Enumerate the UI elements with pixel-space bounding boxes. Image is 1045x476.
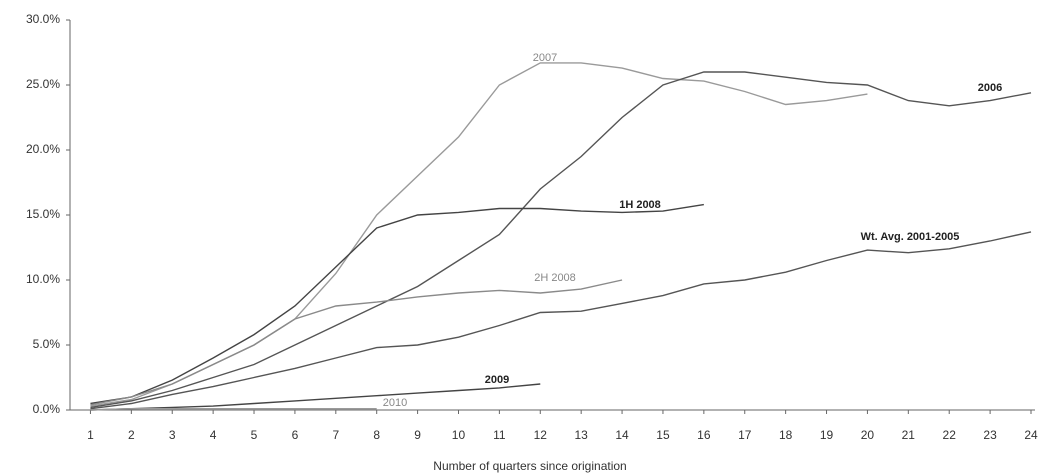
- y-tick-label: 0.0%: [33, 402, 61, 416]
- series-line: [90, 383, 541, 411]
- series-label: 2006: [978, 82, 1002, 94]
- x-axis-title: Number of quarters since origination: [433, 459, 626, 473]
- series-label: 2007: [533, 52, 557, 64]
- x-tick-label: 20: [861, 428, 875, 442]
- y-tick-label: 25.0%: [26, 77, 60, 91]
- series-line: [90, 62, 868, 407]
- y-tick-label: 10.0%: [26, 272, 60, 286]
- series-label: 2010: [383, 397, 407, 409]
- series-line: [90, 279, 623, 406]
- series-line: [90, 231, 1032, 410]
- series-line: [90, 408, 377, 411]
- x-tick-label: 7: [332, 428, 339, 442]
- y-tick-label: 30.0%: [26, 12, 60, 26]
- series-label: Wt. Avg. 2001-2005: [861, 231, 960, 243]
- series-label: 2H 2008: [534, 272, 576, 284]
- x-tick-label: 11: [493, 428, 506, 442]
- x-tick-label: 1: [87, 428, 94, 442]
- x-tick-label: 21: [902, 428, 916, 442]
- series-line: [90, 71, 1032, 409]
- x-tick-label: 14: [615, 428, 629, 442]
- x-tick-label: 15: [656, 428, 670, 442]
- y-tick-label: 5.0%: [33, 337, 61, 351]
- x-tick-label: 24: [1024, 428, 1038, 442]
- series-label: 1H 2008: [619, 199, 661, 211]
- x-tick-label: 5: [251, 428, 258, 442]
- x-tick-label: 13: [574, 428, 588, 442]
- y-tick-label: 15.0%: [26, 207, 60, 221]
- x-tick-label: 22: [943, 428, 957, 442]
- x-tick-label: 16: [697, 428, 711, 442]
- x-tick-label: 9: [414, 428, 421, 442]
- x-tick-label: 6: [292, 428, 299, 442]
- x-tick-label: 23: [983, 428, 997, 442]
- series-label: 2009: [485, 374, 509, 386]
- x-tick-label: 2: [128, 428, 135, 442]
- x-tick-label: 8: [373, 428, 380, 442]
- series-line: [90, 203, 704, 405]
- x-tick-label: 18: [779, 428, 793, 442]
- x-tick-label: 4: [210, 428, 217, 442]
- x-tick-label: 3: [169, 428, 176, 442]
- x-tick-label: 12: [534, 428, 548, 442]
- y-tick-label: 20.0%: [26, 142, 60, 156]
- x-tick-label: 17: [738, 428, 752, 442]
- x-tick-label: 10: [452, 428, 466, 442]
- x-tick-label: 19: [820, 428, 834, 442]
